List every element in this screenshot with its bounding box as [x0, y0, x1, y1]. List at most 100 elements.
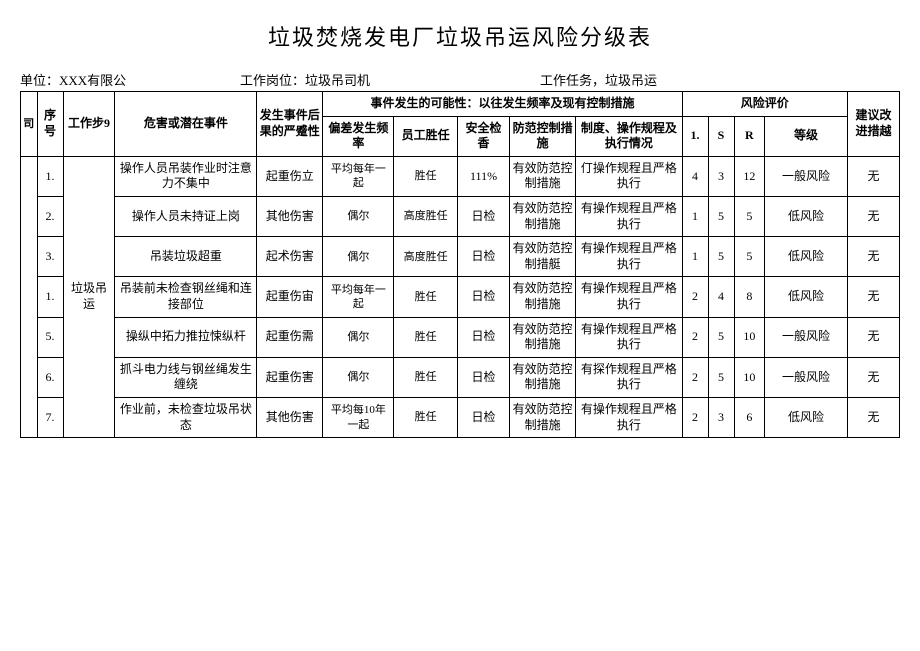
cell-sys: 有操作规程且严格执行 — [576, 397, 682, 437]
cell-cons: 其他伤害 — [257, 196, 323, 236]
cell-comp: 胜任 — [394, 317, 458, 357]
cell-sys: 有操作规程且严格执行 — [576, 237, 682, 277]
cell-safe: 111% — [458, 156, 510, 196]
cell-r: 10 — [734, 317, 765, 357]
cell-r: 5 — [734, 196, 765, 236]
cell-l: 2 — [682, 317, 708, 357]
th-prevention: 防范控制措施 — [510, 116, 576, 156]
cell-sys: 有操作规程且严格执行 — [576, 277, 682, 317]
table-row: 1.吊装前未检查钢丝绳和连接部位起重伤宙平均每年一起胜任日检有效防范控制措施有操… — [21, 277, 900, 317]
cell-seq: 2. — [37, 196, 63, 236]
cell-s: 5 — [708, 357, 734, 397]
post-label: 工作岗位： — [240, 73, 305, 88]
task-value: 垃圾吊运 — [605, 73, 657, 88]
table-row: 1.垃圾吊运操作人员吊装作业时注意力不集中起重伤立平均每年一起胜任111%有效防… — [21, 156, 900, 196]
cell-r: 6 — [734, 397, 765, 437]
th-level: 等级 — [765, 116, 848, 156]
cell-prev: 有效防范控制措施 — [510, 397, 576, 437]
cell-hazard: 吊装前未检查钢丝绳和连接部位 — [115, 277, 257, 317]
task-label: 工作任务， — [540, 73, 605, 88]
th-possibility: 事件发生的可能性：以往发生频率及现有控制措施 — [323, 92, 682, 117]
cell-seq: 1. — [37, 277, 63, 317]
cell-level: 低风险 — [765, 277, 848, 317]
table-row: 6.抓斗电力线与钢丝绳发生缠绕起重伤害偶尔胜任日检有效防范控制措施有探作规程且严… — [21, 357, 900, 397]
th-consequence: 发生事件后果的严蹙性 — [257, 92, 323, 157]
th-hazard: 危害或潜在事件 — [115, 92, 257, 157]
cell-level: 低风险 — [765, 397, 848, 437]
th-s: S — [708, 116, 734, 156]
cell-freq: 偶尔 — [323, 357, 394, 397]
cell-sys: 有操作规程且严格执行 — [576, 317, 682, 357]
table-row: 7.作业前，未检查垃圾吊状态其他伤害平均每10年一起胜任日检有效防范控制措施有操… — [21, 397, 900, 437]
cell-prev: 有效防范控制措施 — [510, 156, 576, 196]
meta-unit: 单位：XXX有限公 — [20, 70, 240, 89]
cell-comp: 高度胜任 — [394, 196, 458, 236]
cell-s: 3 — [708, 397, 734, 437]
cell-prev: 有效防范控制措施 — [510, 196, 576, 236]
cell-sugg: 无 — [847, 196, 899, 236]
cell-hazard: 操作人员吊装作业时注意力不集中 — [115, 156, 257, 196]
cell-l: 2 — [682, 277, 708, 317]
th-system: 制度、操作规程及执行情况 — [576, 116, 682, 156]
cell-comp: 胜任 — [394, 357, 458, 397]
cell-hazard: 操作人员未持证上岗 — [115, 196, 257, 236]
th-seq: 序号 — [37, 92, 63, 157]
th-suggest: 建议改进措越 — [847, 92, 899, 157]
header-row-1: 司 序号 工作步9 危害或潜在事件 发生事件后果的严蹙性 事件发生的可能性：以往… — [21, 92, 900, 117]
cell-sugg: 无 — [847, 397, 899, 437]
cell-safe: 日检 — [458, 397, 510, 437]
cell-r: 12 — [734, 156, 765, 196]
cell-s: 5 — [708, 237, 734, 277]
cell-sugg: 无 — [847, 317, 899, 357]
cell-l: 4 — [682, 156, 708, 196]
si-cell — [21, 156, 38, 437]
cell-l: 1 — [682, 237, 708, 277]
cell-r: 10 — [734, 357, 765, 397]
cell-hazard: 作业前，未检查垃圾吊状态 — [115, 397, 257, 437]
cell-prev: 有效防范控制措施 — [510, 357, 576, 397]
risk-table: 司 序号 工作步9 危害或潜在事件 发生事件后果的严蹙性 事件发生的可能性：以往… — [20, 91, 900, 438]
cell-safe: 日检 — [458, 317, 510, 357]
cell-l: 1 — [682, 196, 708, 236]
table-row: 5.操纵中拓力推拉悚纵杆起重伤需偶尔胜任日检有效防范控制措施有操作规程且严格执行… — [21, 317, 900, 357]
cell-sugg: 无 — [847, 156, 899, 196]
th-risk-eval: 风险评价 — [682, 92, 847, 117]
cell-safe: 日检 — [458, 196, 510, 236]
cell-step: 垃圾吊运 — [63, 156, 115, 437]
cell-safe: 日检 — [458, 277, 510, 317]
cell-level: 低风险 — [765, 196, 848, 236]
page-title: 垃圾焚烧发电厂垃圾吊运风险分级表 — [20, 20, 900, 52]
cell-seq: 6. — [37, 357, 63, 397]
cell-cons: 起重伤立 — [257, 156, 323, 196]
post-value: 垃圾吊司机 — [305, 73, 370, 88]
cell-s: 5 — [708, 196, 734, 236]
th-step: 工作步9 — [63, 92, 115, 157]
cell-seq: 3. — [37, 237, 63, 277]
cell-s: 4 — [708, 277, 734, 317]
cell-sys: 有操作规程且严格执行 — [576, 196, 682, 236]
cell-freq: 偶尔 — [323, 196, 394, 236]
cell-safe: 日检 — [458, 237, 510, 277]
cell-comp: 胜任 — [394, 156, 458, 196]
cell-r: 8 — [734, 277, 765, 317]
cell-freq: 偶尔 — [323, 317, 394, 357]
cell-prev: 有效防范控制措施 — [510, 277, 576, 317]
th-competence: 员工胜任 — [394, 116, 458, 156]
unit-label: 单位： — [20, 73, 59, 88]
cell-level: 一般风险 — [765, 357, 848, 397]
meta-row: 单位：XXX有限公 工作岗位：垃圾吊司机 工作任务，垃圾吊运 — [20, 70, 900, 89]
table-body: 1.垃圾吊运操作人员吊装作业时注意力不集中起重伤立平均每年一起胜任111%有效防… — [21, 156, 900, 437]
cell-sys: 仃操作规程且严格执行 — [576, 156, 682, 196]
cell-hazard: 抓斗电力线与钢丝绳发生缠绕 — [115, 357, 257, 397]
meta-post: 工作岗位：垃圾吊司机 — [240, 70, 540, 89]
cell-cons: 起重伤害 — [257, 357, 323, 397]
cell-level: 一般风险 — [765, 156, 848, 196]
cell-s: 5 — [708, 317, 734, 357]
table-row: 3.吊装垃圾超重起术伤害偶尔高度胜任日检有效防范控制措艇有操作规程且严格执行15… — [21, 237, 900, 277]
cell-comp: 高度胜任 — [394, 237, 458, 277]
cell-cons: 其他伤害 — [257, 397, 323, 437]
cell-sugg: 无 — [847, 277, 899, 317]
unit-value: XXX有限公 — [59, 73, 126, 88]
th-freq: 偏差发生频率 — [323, 116, 394, 156]
cell-prev: 有效防范控制措施 — [510, 317, 576, 357]
